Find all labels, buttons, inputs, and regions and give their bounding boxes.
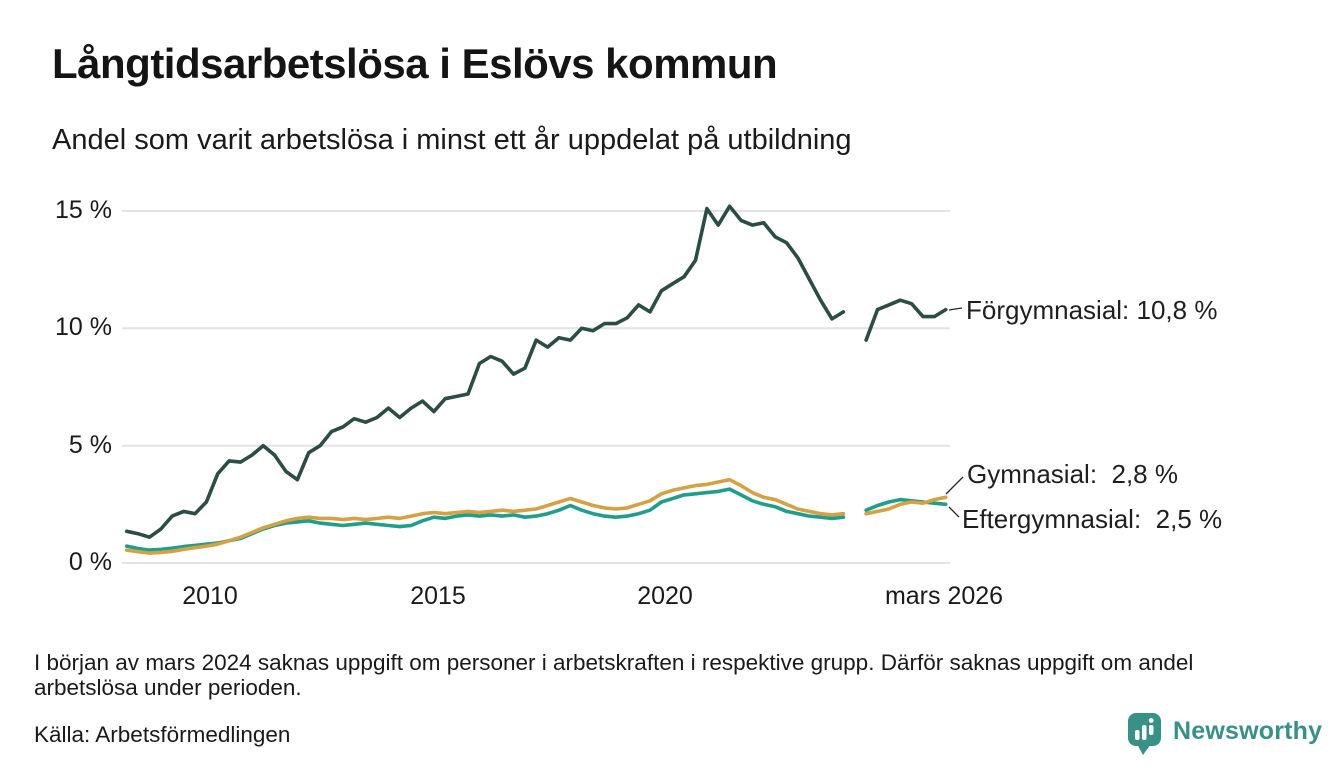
y-axis-tick-0: 0 % bbox=[68, 548, 112, 576]
callout-line-eftergymnasial bbox=[948, 506, 960, 518]
y-axis-tick-5: 5 % bbox=[68, 431, 112, 459]
x-axis-tick-2015: 2015 bbox=[410, 582, 466, 610]
footnote: I början av mars 2024 saknas uppgift om … bbox=[34, 650, 1194, 700]
series-end-label-gymnasial: Gymnasial: 2,8 % bbox=[967, 459, 1178, 489]
x-axis-tick-2020: 2020 bbox=[637, 582, 693, 610]
y-axis-tick-15: 15 % bbox=[55, 196, 112, 224]
newsworthy-brand-name: Newsworthy bbox=[1173, 717, 1323, 745]
series-line-förgymnasial bbox=[124, 204, 948, 539]
callout-line-forgymnasial bbox=[948, 307, 963, 311]
newsworthy-brand: Newsworthy bbox=[1127, 712, 1322, 757]
x-axis-tick-2010: 2010 bbox=[182, 582, 238, 610]
series-line-eftergymnasial bbox=[124, 487, 948, 552]
chart-subtitle: Andel som varit arbetslösa i minst ett å… bbox=[52, 124, 852, 156]
series-line-gymnasial bbox=[124, 477, 948, 555]
x-axis-tick-mars-2026: mars 2026 bbox=[884, 582, 1004, 610]
callout-line-gymnasial bbox=[945, 476, 964, 495]
page-title: Långtidsarbetslösa i Eslövs kommun bbox=[52, 40, 778, 87]
source-note: Källa: Arbetsförmedlingen bbox=[34, 722, 291, 747]
series-end-label-eftergymnasial: Eftergymnasial: 2,5 % bbox=[962, 504, 1223, 534]
series-end-label-forgymnasial: Förgymnasial: 10,8 % bbox=[966, 295, 1218, 325]
y-axis-tick-10: 10 % bbox=[55, 313, 112, 341]
newsworthy-logo-icon bbox=[1128, 713, 1161, 755]
